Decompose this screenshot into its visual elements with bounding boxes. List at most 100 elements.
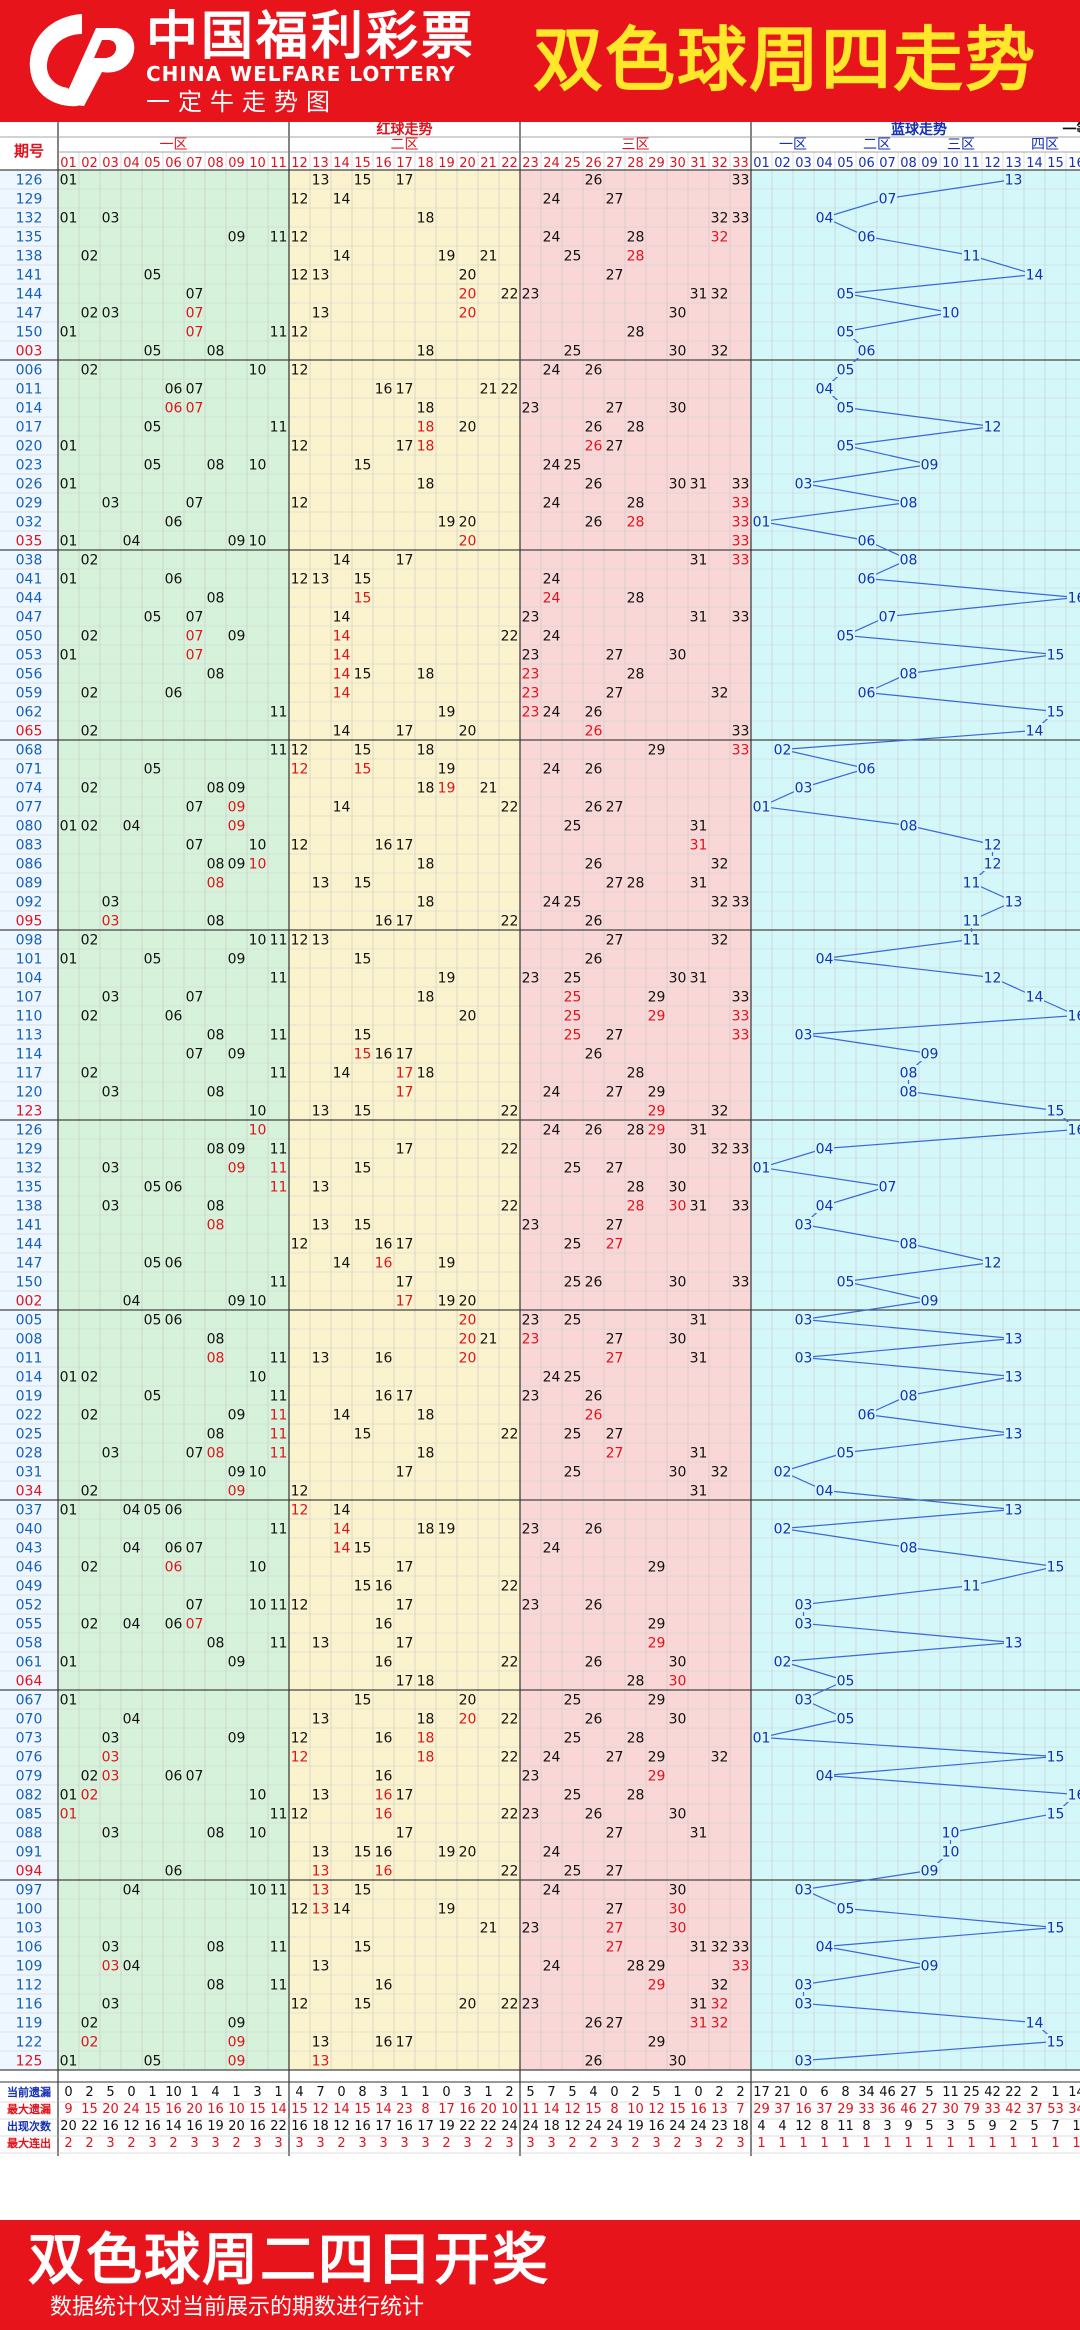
red-stat-value: 3 xyxy=(421,2136,429,2151)
blue-ball: 03 xyxy=(795,1218,813,1234)
red-ball: 06 xyxy=(165,1313,183,1329)
red-ball: 19 xyxy=(438,515,456,531)
red-zone-label: 三区 xyxy=(622,137,650,153)
red-ball: 27 xyxy=(606,1332,624,1348)
red-ball: 11 xyxy=(270,1389,288,1405)
issue-number: 126 xyxy=(16,173,43,189)
blue-ball: 10 xyxy=(942,306,960,322)
red-ball: 09 xyxy=(228,1655,246,1671)
red-stat-value: 14 xyxy=(543,2102,560,2117)
red-ball: 17 xyxy=(396,439,414,455)
issue-number: 065 xyxy=(16,724,43,740)
red-ball: 32 xyxy=(711,1750,729,1766)
issue-number: 034 xyxy=(16,1484,43,1500)
red-stat-value: 20 xyxy=(60,2119,77,2134)
blue-ball: 03 xyxy=(795,1313,813,1329)
red-stat-value: 2 xyxy=(85,2136,93,2151)
issue-number: 104 xyxy=(16,971,43,987)
red-ball: 02 xyxy=(81,2035,99,2051)
red-ball: 11 xyxy=(270,1883,288,1899)
red-stat-value: 16 xyxy=(291,2119,308,2134)
issue-number: 117 xyxy=(16,1066,43,1082)
red-ball: 16 xyxy=(375,1978,393,1994)
red-ball: 17 xyxy=(396,1788,414,1804)
red-ball: 16 xyxy=(375,1769,393,1785)
red-ball: 30 xyxy=(669,306,687,322)
red-ball: 26 xyxy=(585,2016,603,2032)
red-ball: 25 xyxy=(564,1465,582,1481)
blue-ball-backdrop xyxy=(794,2053,813,2068)
blue-stat-value: 42 xyxy=(984,2085,1001,2100)
red-number-header: 11 xyxy=(270,156,287,171)
red-ball: 08 xyxy=(207,1978,225,1994)
red-ball: 26 xyxy=(585,1123,603,1139)
issue-number: 058 xyxy=(16,1636,43,1652)
red-ball: 01 xyxy=(60,2054,78,2070)
blue-ball: 03 xyxy=(795,781,813,797)
red-ball: 10 xyxy=(249,1370,267,1386)
red-ball: 33 xyxy=(732,1199,750,1215)
red-ball: 25 xyxy=(564,1028,582,1044)
blue-stat-value: 2 xyxy=(1030,2085,1038,2100)
red-ball: 17 xyxy=(396,1598,414,1614)
red-ball: 23 xyxy=(522,610,540,626)
red-stat-value: 3 xyxy=(505,2136,513,2151)
red-ball: 29 xyxy=(648,990,666,1006)
red-stat-value: 22 xyxy=(459,2119,476,2134)
red-ball: 31 xyxy=(690,477,708,493)
red-ball: 31 xyxy=(690,1940,708,1956)
blue-ball-backdrop xyxy=(794,476,813,491)
red-ball: 16 xyxy=(375,1788,393,1804)
red-ball: 28 xyxy=(627,1180,645,1196)
red-stat-value: 3 xyxy=(463,2136,471,2151)
blue-number-header: 15 xyxy=(1047,156,1064,171)
red-ball: 12 xyxy=(291,1807,309,1823)
blue-ball-backdrop xyxy=(857,685,876,700)
red-stat-value: 3 xyxy=(190,2136,198,2151)
blue-ball: 06 xyxy=(858,230,876,246)
red-ball: 31 xyxy=(690,1313,708,1329)
blue-ball-backdrop xyxy=(1004,1331,1023,1346)
red-ball: 23 xyxy=(522,401,540,417)
red-ball: 27 xyxy=(606,648,624,664)
red-stat-value: 8 xyxy=(421,2102,429,2117)
red-ball: 26 xyxy=(585,2054,603,2070)
red-stat-value: 17 xyxy=(438,2102,455,2117)
red-ball: 07 xyxy=(186,838,204,854)
issue-number: 047 xyxy=(16,610,43,626)
blue-ball: 04 xyxy=(816,1142,834,1158)
blue-ball: 05 xyxy=(837,629,855,645)
red-ball: 19 xyxy=(438,781,456,797)
red-ball: 30 xyxy=(669,648,687,664)
red-ball: 15 xyxy=(354,1541,372,1557)
blue-ball-backdrop xyxy=(815,1198,834,1213)
blue-number-header: 13 xyxy=(1005,156,1022,171)
red-ball: 25 xyxy=(564,1313,582,1329)
red-ball: 23 xyxy=(522,1598,540,1614)
red-ball: 22 xyxy=(501,1750,519,1766)
red-ball: 22 xyxy=(501,1199,519,1215)
red-ball: 26 xyxy=(585,173,603,189)
red-ball: 10 xyxy=(249,1104,267,1120)
red-ball: 33 xyxy=(732,534,750,550)
blue-stat-value: 1 xyxy=(820,2136,828,2151)
red-ball: 16 xyxy=(375,1237,393,1253)
blue-ball-backdrop xyxy=(920,457,939,472)
red-ball: 11 xyxy=(270,971,288,987)
red-stat-value: 16 xyxy=(102,2119,119,2134)
blue-ball-backdrop xyxy=(1046,1749,1065,1764)
table-header-background xyxy=(0,122,1080,170)
red-ball: 16 xyxy=(375,1807,393,1823)
red-stat-value: 24 xyxy=(669,2119,686,2134)
issue-number: 074 xyxy=(16,781,43,797)
issue-number: 076 xyxy=(16,1750,43,1766)
red-number-header: 18 xyxy=(417,156,434,171)
blue-ball-backdrop xyxy=(836,286,855,301)
red-ball: 17 xyxy=(396,1389,414,1405)
red-ball: 32 xyxy=(711,1465,729,1481)
red-ball: 27 xyxy=(606,1218,624,1234)
red-stat-value: 12 xyxy=(564,2119,581,2134)
red-stat-value: 16 xyxy=(249,2119,266,2134)
blue-ball: 03 xyxy=(795,1997,813,2013)
blue-stat-value: 2 xyxy=(1009,2119,1017,2134)
